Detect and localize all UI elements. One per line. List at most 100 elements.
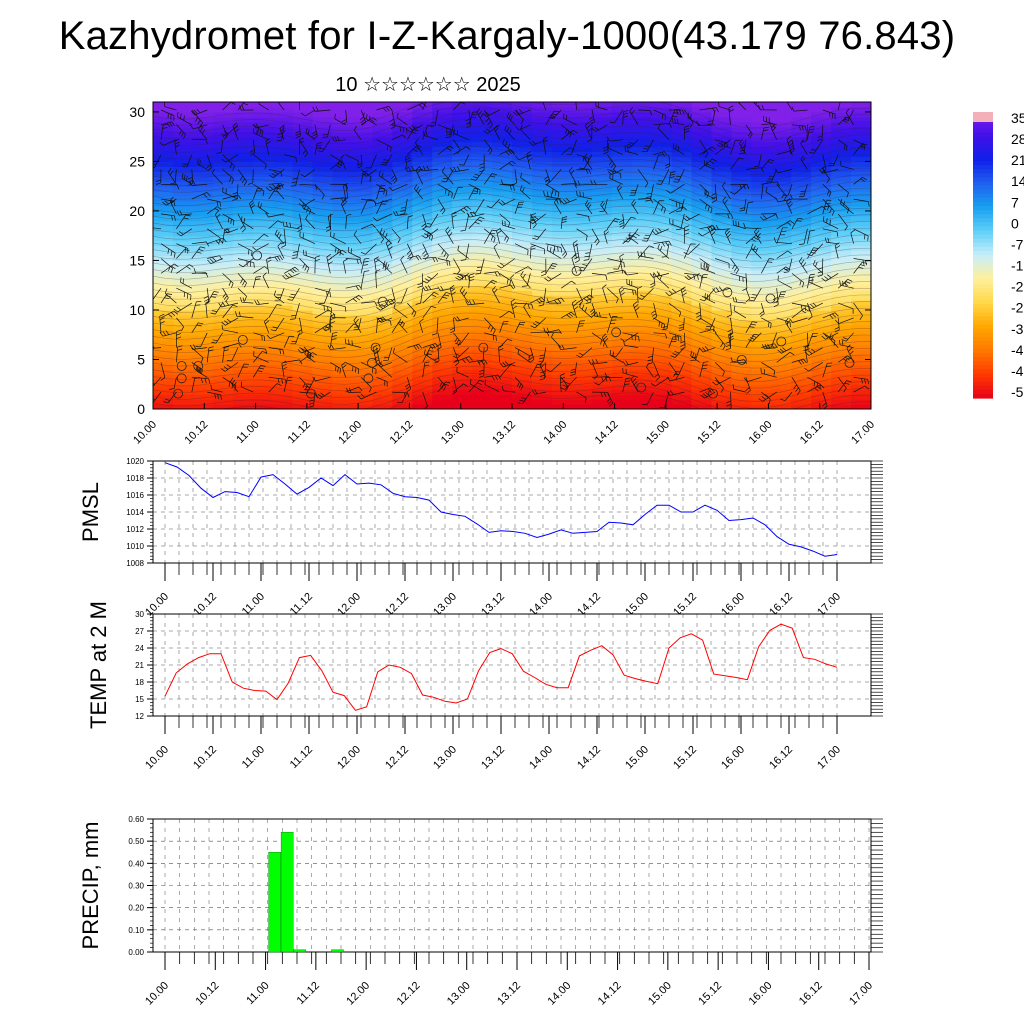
section-cell [472, 319, 493, 326]
section-cell [512, 205, 533, 212]
section-cell [711, 309, 732, 316]
section-cell [172, 399, 194, 405]
wind-barb [466, 211, 485, 218]
wind-barb [422, 285, 439, 292]
temperature-contour [153, 112, 871, 149]
wind-barb [622, 360, 639, 366]
wind-barb [837, 198, 850, 214]
section-cell [631, 305, 653, 311]
section-cell [631, 379, 653, 385]
wind-barb [608, 312, 623, 319]
section-cell [412, 176, 433, 182]
section-cell [332, 116, 354, 123]
section-cell [312, 225, 334, 232]
section-cell [372, 344, 393, 351]
section-cell [631, 176, 653, 182]
section-cell [751, 220, 772, 227]
section-cell [172, 339, 194, 346]
section-cell [631, 181, 653, 187]
wind-barb [287, 288, 300, 301]
section-cell [751, 354, 772, 361]
wind-barb [591, 376, 612, 382]
panel-frame [152, 613, 872, 717]
wind-barb [361, 301, 378, 307]
wind-barb [560, 124, 572, 138]
wind-barb [283, 376, 293, 393]
section-cell [851, 215, 871, 222]
section-cell [551, 329, 573, 336]
section-cell [811, 339, 832, 346]
section-cell [332, 354, 354, 361]
wind-barb [821, 332, 839, 340]
section-cell [372, 404, 393, 409]
wind-barb [240, 216, 254, 230]
section-cell [172, 102, 194, 108]
section-cell [212, 285, 234, 291]
wind-barb [176, 317, 185, 332]
section-cell [232, 245, 254, 252]
wind-barb [282, 221, 300, 230]
section-cell [811, 176, 832, 182]
section-cell [751, 156, 772, 163]
section-cell [252, 354, 274, 361]
section-cell [831, 285, 852, 291]
wind-barb [468, 111, 478, 125]
wind-barb [253, 365, 266, 378]
wind-barb [745, 201, 754, 214]
section-cell [372, 364, 393, 370]
section-cell [492, 369, 513, 375]
section-cell [312, 314, 334, 321]
section-cell [851, 389, 871, 395]
section-cell [731, 215, 752, 222]
y-tick-label: 30 [129, 104, 145, 120]
section-cell [252, 344, 274, 351]
section-cell [512, 290, 533, 296]
wind-barb [745, 333, 759, 348]
section-cell [332, 245, 354, 252]
wind-barb [191, 108, 208, 116]
section-cell [611, 196, 633, 202]
section-cell [492, 225, 513, 232]
section-cell [631, 156, 653, 163]
section-cell [591, 131, 613, 138]
x-tick-label: 15.12 [696, 980, 724, 1008]
section-cell [372, 215, 393, 222]
section-cell [232, 161, 254, 167]
section-cell [172, 309, 194, 316]
section-cell [312, 215, 334, 222]
x-tick-label: 13.00 [445, 980, 473, 1008]
section-cell [292, 404, 314, 409]
section-cell [232, 399, 254, 405]
section-cell [731, 126, 752, 133]
section-cell [252, 176, 274, 182]
section-cell [691, 399, 713, 405]
wind-barb [237, 258, 255, 268]
section-cell [192, 339, 214, 346]
section-cell [172, 404, 194, 409]
section-cell [432, 339, 453, 346]
wind-barb [223, 228, 239, 234]
section-cell [153, 146, 174, 153]
wind-barb [629, 184, 639, 196]
section-cell [412, 156, 433, 163]
wind-barb [376, 317, 392, 326]
wind-barb [668, 171, 676, 185]
section-cell [771, 176, 792, 182]
section-cell [611, 215, 633, 222]
section-cell [192, 329, 214, 336]
section-cell [232, 186, 254, 192]
section-cell [272, 280, 294, 286]
section-cell [153, 339, 174, 346]
x-tick-label: 15.00 [644, 419, 672, 447]
section-cell [212, 265, 234, 271]
section-cell [312, 156, 334, 163]
wind-barb [546, 298, 562, 304]
wind-barb [766, 332, 778, 348]
x-tick-label: 13.00 [439, 419, 467, 447]
section-cell [611, 290, 633, 296]
wind-barb [419, 318, 424, 333]
colorbar-segment [973, 140, 993, 146]
wind-barb [560, 377, 569, 392]
wind-barb [437, 377, 447, 391]
section-cell [791, 374, 812, 380]
